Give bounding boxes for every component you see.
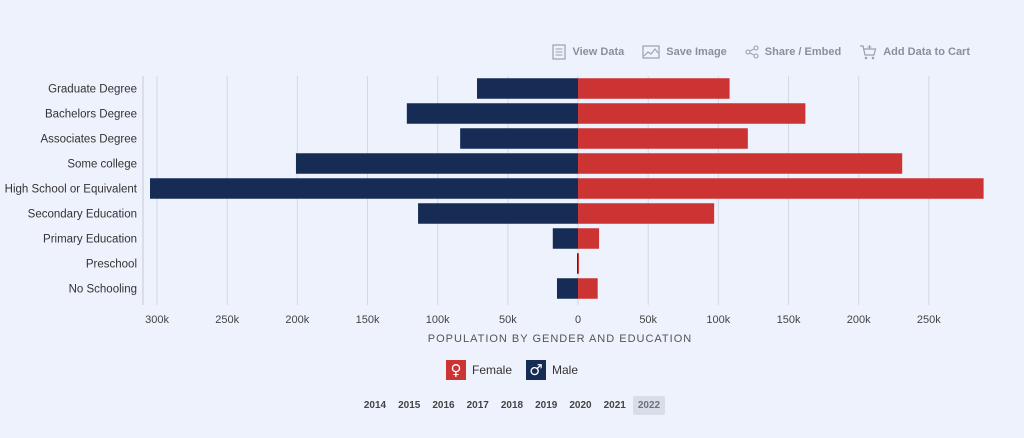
save-image-label: Save Image xyxy=(666,46,727,58)
category-label: High School or Equivalent xyxy=(5,184,138,196)
bar-female[interactable] xyxy=(578,253,580,274)
category-label: Primary Education xyxy=(43,234,137,246)
year-option-2021[interactable]: 2021 xyxy=(603,400,626,411)
population-chart: Graduate Degree Bachelors Degree Associate… xyxy=(5,76,984,345)
bar-male[interactable] xyxy=(295,153,579,174)
bar-female[interactable] xyxy=(578,278,598,299)
view-data-label: View Data xyxy=(572,46,625,58)
save-image-button[interactable]: Save Image xyxy=(642,45,727,59)
bar-female[interactable] xyxy=(578,128,748,149)
x-tick-label: 250k xyxy=(917,314,941,326)
x-tick-label: 150k xyxy=(777,314,801,326)
bar-male[interactable] xyxy=(577,253,579,274)
cart-icon xyxy=(860,45,877,60)
x-tick-label: 100k xyxy=(426,314,450,326)
add-to-cart-button[interactable]: Add Data to Cart xyxy=(859,44,970,60)
category-label: Graduate Degree xyxy=(48,84,137,96)
year-selector: 2014 2015 2016 2017 2018 2019 2020 2021 2022 xyxy=(0,396,1024,415)
female-icon: ♀ xyxy=(445,360,466,380)
year-option-2017[interactable]: 2017 xyxy=(466,400,489,411)
legend-item-male[interactable]: ♂ Male xyxy=(526,360,578,380)
year-option-2016[interactable]: 2016 xyxy=(432,400,455,411)
x-tick-label: 200k xyxy=(285,314,309,326)
bar-male[interactable] xyxy=(406,103,579,124)
year-option-2022[interactable]: 2022 xyxy=(632,396,666,415)
category-label: Preschool xyxy=(86,259,137,271)
bar-female[interactable] xyxy=(578,203,715,224)
view-data-button[interactable]: View Data xyxy=(552,44,624,60)
image-icon xyxy=(642,45,660,59)
x-tick-label: 100k xyxy=(706,314,730,326)
share-embed-button[interactable]: Share / Embed xyxy=(745,45,841,59)
category-label: Associates Degree xyxy=(40,134,137,146)
bar-male[interactable] xyxy=(460,128,579,149)
bar-female[interactable] xyxy=(578,103,806,124)
bars xyxy=(150,78,984,299)
bar-male[interactable] xyxy=(418,203,579,224)
year-option-2019[interactable]: 2019 xyxy=(535,400,558,411)
x-tick-label: 300k xyxy=(145,314,169,326)
legend-label-female: Female xyxy=(471,363,512,377)
category-label: Bachelors Degree xyxy=(45,109,137,121)
x-tick-label: 150k xyxy=(356,314,380,326)
x-tick-labels: 300k 250k 200k 150k 100k 50k 0 50k 100k 150k 200k 2… xyxy=(145,314,941,326)
x-tick-label: 50k xyxy=(499,314,517,326)
share-embed-label: Share / Embed xyxy=(764,46,842,58)
add-to-cart-label: Add Data to Cart xyxy=(883,46,970,58)
x-tick-label: 250k xyxy=(215,314,239,326)
category-label: No Schooling xyxy=(69,284,137,296)
toolbar: View Data Save Image Share / Embed Add D… xyxy=(552,44,970,60)
x-tick-label: 0 xyxy=(575,314,581,326)
bar-female[interactable] xyxy=(578,153,903,174)
x-tick-label: 200k xyxy=(847,314,871,326)
male-icon: ♂ xyxy=(526,360,546,380)
bar-male[interactable] xyxy=(150,178,579,199)
year-option-2014[interactable]: 2014 xyxy=(363,400,387,411)
category-labels: Graduate Degree Bachelors Degree Associate… xyxy=(5,84,138,296)
bar-male[interactable] xyxy=(556,278,579,299)
category-label: Some college xyxy=(67,159,137,171)
legend: ♀ Female ♂ Male xyxy=(0,360,1024,380)
x-tick-label: 50k xyxy=(639,314,657,326)
bar-female[interactable] xyxy=(578,178,984,199)
legend-label-male: Male xyxy=(552,363,579,377)
bar-male[interactable] xyxy=(552,228,579,249)
share-icon xyxy=(745,45,759,59)
year-option-2020[interactable]: 2020 xyxy=(569,400,592,411)
legend-item-female[interactable]: ♀ Female xyxy=(445,360,512,380)
bar-male[interactable] xyxy=(476,78,579,99)
year-option-2018[interactable]: 2018 xyxy=(500,400,524,411)
category-label: Secondary Education xyxy=(28,209,137,221)
bar-female[interactable] xyxy=(578,228,600,249)
year-option-2015[interactable]: 2015 xyxy=(398,400,421,411)
document-icon xyxy=(552,44,567,60)
bar-female[interactable] xyxy=(578,78,730,99)
x-axis-title: POPULATION BY GENDER AND EDUCATION xyxy=(428,333,692,345)
